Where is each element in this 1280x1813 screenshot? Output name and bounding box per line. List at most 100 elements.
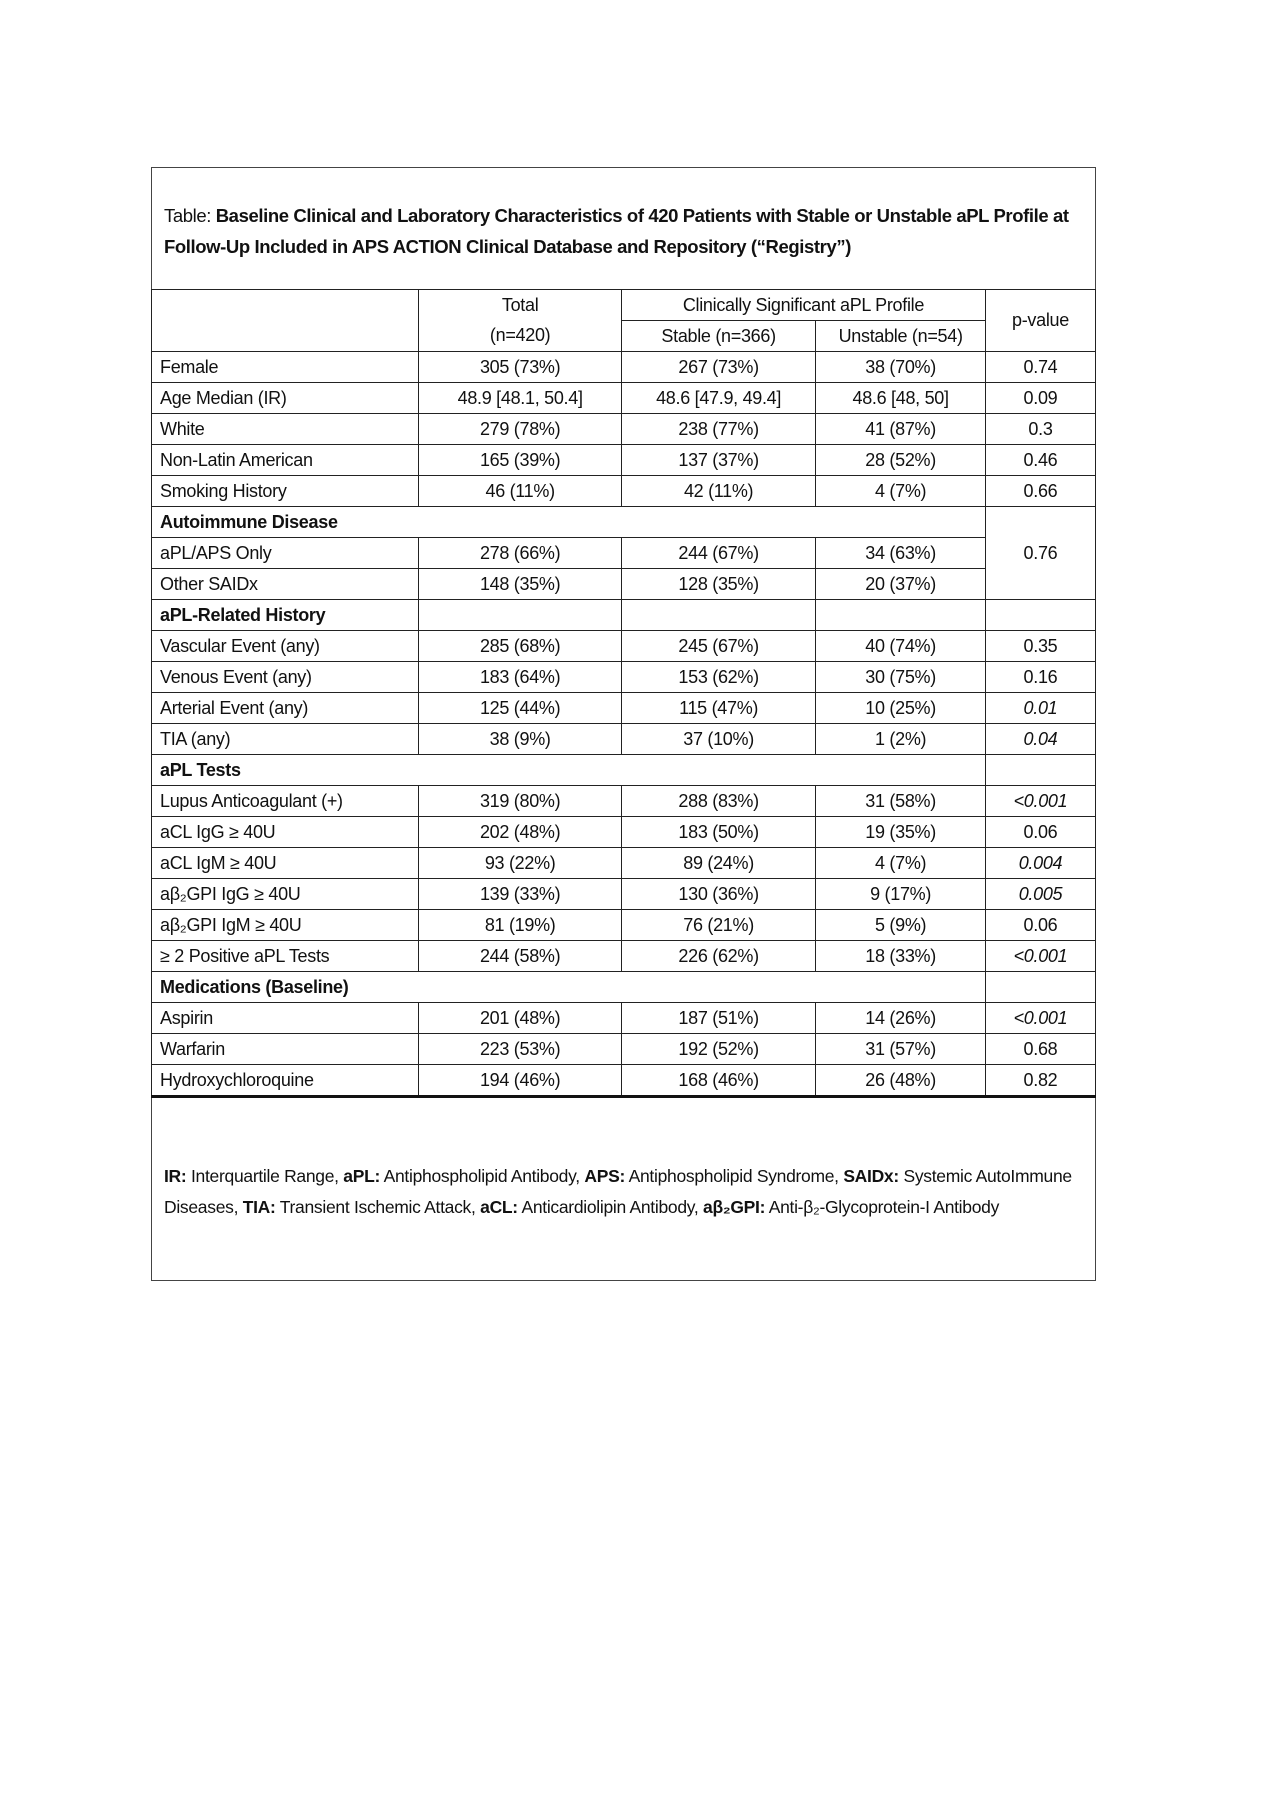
total-cell: 194 (46%)	[418, 1064, 622, 1098]
footnote-definition: Anti-β₂-Glycoprotein-I Antibody	[768, 1197, 1000, 1217]
section-row: aPL-Related History	[150, 599, 1097, 631]
p-value-cell: 0.35	[984, 630, 1097, 662]
total-cell: 202 (48%)	[418, 816, 622, 848]
footnote-term: APS:	[584, 1166, 626, 1186]
unstable-cell: 9 (17%)	[815, 878, 986, 910]
p-value-cell: 0.01	[984, 692, 1097, 724]
row-label: Aspirin	[150, 1002, 420, 1034]
p-value-cell: 0.66	[984, 475, 1097, 507]
footnote-definition: Anticardiolipin Antibody,	[521, 1197, 699, 1217]
total-cell: 81 (19%)	[418, 909, 622, 941]
p-value-cell: 0.09	[984, 382, 1097, 414]
unstable-cell: 41 (87%)	[815, 413, 986, 445]
p-value-cell: 0.004	[984, 847, 1097, 879]
total-cell: 223 (53%)	[418, 1033, 622, 1065]
row-label: Other SAIDx	[150, 568, 420, 600]
row-label: ≥ 2 Positive aPL Tests	[150, 940, 420, 972]
table-title: Table: Baseline Clinical and Laboratory …	[164, 200, 1084, 262]
unstable-cell: 34 (63%)	[815, 537, 986, 569]
stable-cell: 192 (52%)	[620, 1033, 817, 1065]
p-value-cell	[984, 754, 1097, 786]
stable-cell: 130 (36%)	[620, 878, 817, 910]
stable-cell	[620, 599, 817, 631]
unstable-cell: 10 (25%)	[815, 692, 986, 724]
table-row: Warfarin 223 (53%) 192 (52%) 31 (57%) 0.68	[150, 1033, 1097, 1065]
header-total: Total	[418, 289, 622, 321]
row-label: Hydroxychloroquine	[150, 1064, 420, 1098]
row-label: Lupus Anticoagulant (+)	[150, 785, 420, 817]
footnote-term: IR:	[164, 1166, 187, 1186]
unstable-cell: 26 (48%)	[815, 1064, 986, 1098]
table-body: Female 305 (73%) 267 (73%) 38 (70%) 0.74 Age …	[150, 351, 1097, 1098]
footnote-term: aPL:	[343, 1166, 381, 1186]
total-cell: 183 (64%)	[418, 661, 622, 693]
table-row: aβ₂GPI IgM ≥ 40U 81 (19%) 76 (21%) 5 (9%) 0.…	[150, 909, 1097, 941]
characteristics-table: Total Clinically Significant aPL Profile…	[150, 289, 1097, 1098]
header-blank	[150, 289, 420, 352]
row-label: aCL IgM ≥ 40U	[150, 847, 420, 879]
p-value-cell: 0.46	[984, 444, 1097, 476]
p-value-cell: <0.001	[984, 1002, 1097, 1034]
table-row: aβ₂GPI IgG ≥ 40U 139 (33%) 130 (36%) 9 (17%…	[150, 878, 1097, 910]
stable-cell: 89 (24%)	[620, 847, 817, 879]
table-row: ≥ 2 Positive aPL Tests 244 (58%) 226 (62%)…	[150, 940, 1097, 972]
p-value-cell: 0.16	[984, 661, 1097, 693]
footnote-definition: Systemic AutoImmune Diseases,	[164, 1166, 1072, 1217]
total-cell: 48.9 [48.1, 50.4]	[418, 382, 622, 414]
stable-cell: 42 (11%)	[620, 475, 817, 507]
section-label: Medications (Baseline)	[151, 971, 986, 1003]
p-value-cell: 0.76	[984, 506, 1097, 600]
stable-cell: 244 (67%)	[620, 537, 817, 569]
stable-cell: 183 (50%)	[620, 816, 817, 848]
unstable-cell: 28 (52%)	[815, 444, 986, 476]
table-row: Female 305 (73%) 267 (73%) 38 (70%) 0.74	[150, 351, 1097, 383]
section-label: aPL Tests	[151, 754, 986, 786]
p-value-cell: 0.04	[984, 723, 1097, 755]
unstable-cell	[815, 599, 986, 631]
section-row: Medications (Baseline)	[151, 971, 1097, 1003]
row-label: Smoking History	[150, 475, 420, 507]
footnote-definition: Interquartile Range,	[191, 1166, 339, 1186]
p-value-cell: 0.82	[984, 1064, 1097, 1098]
total-cell: 46 (11%)	[418, 475, 622, 507]
row-label: Vascular Event (any)	[150, 630, 420, 662]
total-cell: 285 (68%)	[418, 630, 622, 662]
footnote-term: TIA:	[242, 1197, 276, 1217]
p-value-cell: <0.001	[984, 940, 1097, 972]
stable-cell: 115 (47%)	[620, 692, 817, 724]
stable-cell: 137 (37%)	[620, 444, 817, 476]
table-row: Vascular Event (any) 285 (68%) 245 (67%) 40…	[150, 630, 1097, 662]
unstable-cell: 5 (9%)	[815, 909, 986, 941]
footnote-definition: Antiphospholipid Syndrome,	[628, 1166, 839, 1186]
table-row: Smoking History 46 (11%) 42 (11%) 4 (7%) 0.6…	[150, 475, 1097, 507]
table-row: Hydroxychloroquine 194 (46%) 168 (46%) 26 (…	[150, 1064, 1097, 1098]
section-label: aPL-Related History	[150, 599, 420, 631]
unstable-cell: 1 (2%)	[815, 723, 986, 755]
stable-cell: 48.6 [47.9, 49.4]	[620, 382, 817, 414]
table-row: aCL IgG ≥ 40U 202 (48%) 183 (50%) 19 (35%) 0…	[150, 816, 1097, 848]
header-stable: Stable (n=366)	[620, 320, 817, 352]
stable-cell: 128 (35%)	[620, 568, 817, 600]
unstable-cell: 4 (7%)	[815, 475, 986, 507]
unstable-cell: 19 (35%)	[815, 816, 986, 848]
total-cell: 244 (58%)	[418, 940, 622, 972]
footnote-term: aβ₂GPI:	[703, 1197, 766, 1217]
total-cell: 38 (9%)	[418, 723, 622, 755]
title-lead: Table:	[164, 205, 211, 226]
table-row: aCL IgM ≥ 40U 93 (22%) 89 (24%) 4 (7%) 0.004	[150, 847, 1097, 879]
row-label: aβ₂GPI IgG ≥ 40U	[150, 878, 420, 910]
footnote-term: aCL:	[480, 1197, 518, 1217]
table-row: TIA (any) 38 (9%) 37 (10%) 1 (2%) 0.04	[150, 723, 1097, 755]
total-cell: 201 (48%)	[418, 1002, 622, 1034]
table-row: Venous Event (any) 183 (64%) 153 (62%) 30 (…	[150, 661, 1097, 693]
stable-cell: 238 (77%)	[620, 413, 817, 445]
row-label: Non-Latin American	[150, 444, 420, 476]
table-row: Other SAIDx 148 (35%) 128 (35%) 20 (37%)	[150, 568, 1096, 600]
total-cell: 278 (66%)	[418, 537, 622, 569]
stable-cell: 76 (21%)	[620, 909, 817, 941]
p-value-cell: 0.06	[984, 909, 1097, 941]
unstable-cell: 14 (26%)	[815, 1002, 986, 1034]
p-value-cell: <0.001	[984, 785, 1097, 817]
stable-cell: 267 (73%)	[620, 351, 817, 383]
row-label: aβ₂GPI IgM ≥ 40U	[150, 909, 420, 941]
